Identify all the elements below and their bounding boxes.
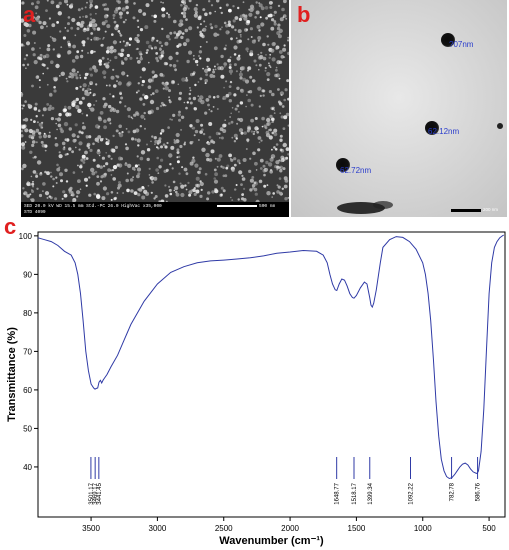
panel-label-a: a <box>23 2 36 27</box>
y-axis-title: Transmittance (%) <box>6 327 18 422</box>
y-tick-label: 80 <box>23 309 32 318</box>
sem-info-bar: SED 20.0 kV WD 15.5 mm Std.-PC 26.0 High… <box>21 202 289 217</box>
peak-label: 782.78 <box>450 482 456 501</box>
ftir-chart: 3500 3000 2500 2000 1500 1000 500 40 50 60 70 80 90 1… <box>6 231 506 547</box>
tem-scale-bar <box>451 209 481 212</box>
particle-size-label-3: 62.72nm <box>340 166 372 175</box>
y-tick-label: 50 <box>23 424 32 433</box>
x-axis-title: Wavenumber (cm⁻¹) <box>219 535 324 547</box>
panel-label-c: c <box>4 214 17 239</box>
y-tick-label: 90 <box>23 270 32 279</box>
panel-label-b: b <box>297 2 311 27</box>
y-tick-label: 60 <box>23 386 32 395</box>
peak-label: 1399.34 <box>368 482 374 504</box>
peak-label: 3441.45 <box>97 482 103 504</box>
nanoparticle-1 <box>441 33 455 47</box>
tem-background <box>291 0 507 217</box>
sem-scale-label: 500 nm <box>259 204 276 209</box>
x-tick-label: 500 <box>482 524 496 533</box>
peak-label: 1092.22 <box>409 482 415 504</box>
y-tick-label: 70 <box>23 347 32 356</box>
nanoparticle-2 <box>425 121 439 135</box>
nanoparticle-3 <box>336 158 350 172</box>
y-tick-label: 100 <box>19 232 33 241</box>
x-tick-label: 2000 <box>281 524 299 533</box>
particle-size-label-2: 62.12nm <box>428 127 460 136</box>
peak-label: 1518.17 <box>352 482 358 504</box>
sem-texture <box>21 0 289 204</box>
peak-label: 3469.17 <box>93 482 99 504</box>
tem-image-panel: ?07nm 62.12nm 62.72nm b 200 nm <box>291 0 507 217</box>
sem-scale-bar <box>217 205 257 207</box>
sem-info-line2: STD 4099 <box>24 210 46 215</box>
peak-label: 586.76 <box>476 482 482 501</box>
x-tick-label: 3000 <box>149 524 167 533</box>
x-tick-label: 1000 <box>414 524 432 533</box>
particle-size-label-1: ?07nm <box>449 40 474 49</box>
x-tick-label: 1500 <box>348 524 366 533</box>
x-tick-label: 2500 <box>215 524 233 533</box>
peak-label: 3501.17 <box>89 482 95 504</box>
tem-scale-label: 200 nm <box>483 207 499 212</box>
sem-info-line1: SED 20.0 kV WD 15.5 mm Std.-PC 26.0 High… <box>24 204 162 209</box>
x-tick-label: 3500 <box>82 524 100 533</box>
sem-image-panel: a SED 20.0 kV WD 15.5 mm Std.-PC 26.0 Hi… <box>21 0 289 217</box>
plot-frame <box>37 231 506 518</box>
spectrum-line <box>37 234 504 480</box>
y-tick-label: 40 <box>23 463 32 472</box>
peak-label: 1648.77 <box>335 482 341 504</box>
